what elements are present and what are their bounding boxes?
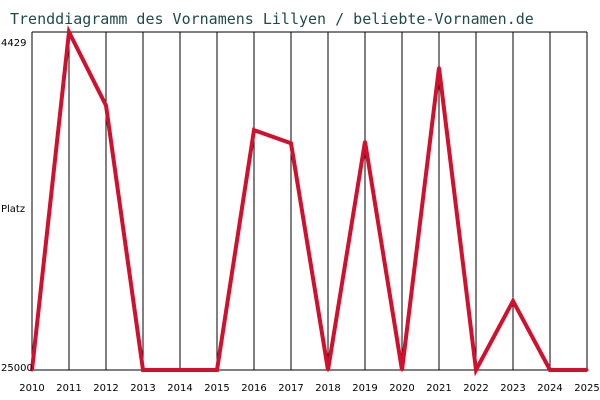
- data-point-2025: [585, 368, 589, 372]
- data-point-2019: [363, 140, 367, 144]
- x-tick-label-2025: 2025: [574, 383, 599, 394]
- x-tick-label-2017: 2017: [278, 383, 303, 394]
- x-tick-label-2023: 2023: [500, 383, 525, 394]
- x-tick-label-2021: 2021: [426, 383, 451, 394]
- data-point-2023: [511, 299, 515, 303]
- data-point-2011: [67, 30, 71, 34]
- x-tick-label-2010: 2010: [19, 383, 44, 394]
- series-line: [30, 25, 587, 377]
- y-axis-bottom-tick-label: 25000: [1, 363, 33, 374]
- x-tick-label-2012: 2012: [93, 383, 118, 394]
- data-point-2018: [326, 368, 330, 372]
- x-tick-label-2022: 2022: [463, 383, 488, 394]
- data-point-2015: [215, 368, 219, 372]
- chart-title: Trenddiagramm des Vornamens Lillyen / be…: [10, 10, 534, 28]
- x-tick-label-2016: 2016: [241, 383, 266, 394]
- x-tick-label-2013: 2013: [130, 383, 155, 394]
- x-tick-label-2011: 2011: [56, 383, 81, 394]
- x-tick-label-2018: 2018: [315, 383, 340, 394]
- data-point-2017: [289, 141, 293, 145]
- data-point-2016: [252, 128, 256, 132]
- data-points: [30, 30, 589, 372]
- x-tick-label-2020: 2020: [389, 383, 414, 394]
- data-point-2012: [104, 103, 108, 107]
- data-point-2010: [30, 368, 34, 372]
- x-axis-tick-labels: 2010 2011 2012 2013 2014 2015 2016 2017 2018 2019…: [19, 383, 599, 394]
- data-point-2022: [474, 368, 478, 372]
- data-point-2021: [437, 66, 441, 70]
- data-point-2014: [178, 368, 182, 372]
- x-tick-label-2015: 2015: [204, 383, 229, 394]
- data-point-2024: [548, 368, 552, 372]
- data-point-2020: [400, 368, 404, 372]
- data-point-2013: [141, 368, 145, 372]
- vertical-grid: [31, 32, 588, 370]
- x-tick-label-2014: 2014: [167, 383, 192, 394]
- x-tick-label-2024: 2024: [537, 383, 562, 394]
- y-axis-label: Platz: [1, 204, 25, 215]
- y-axis-top-tick-label: 4429: [1, 38, 26, 49]
- x-tick-label-2019: 2019: [352, 383, 377, 394]
